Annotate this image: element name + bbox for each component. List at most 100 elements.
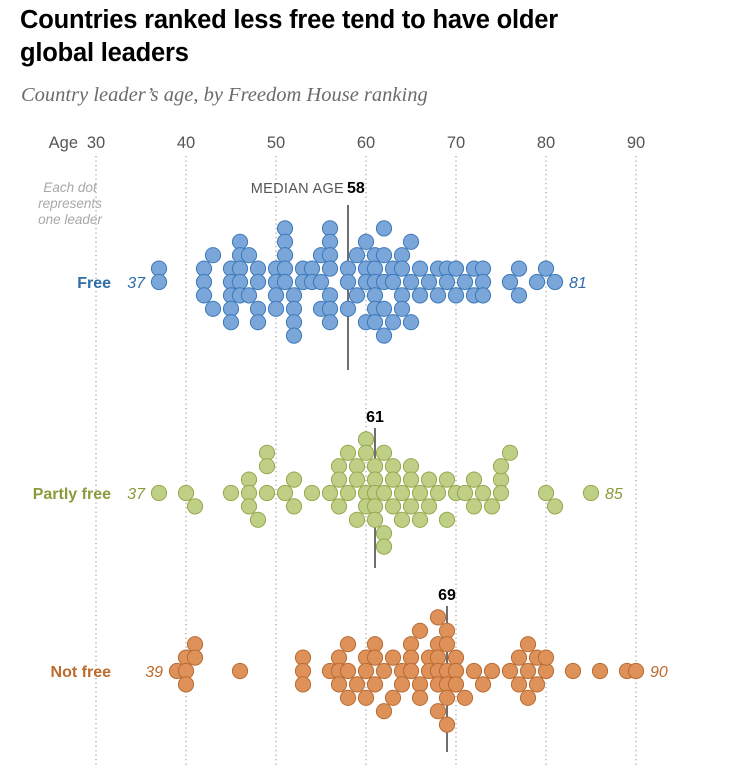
dot-0-68: [375, 300, 393, 317]
dot-2-66: [537, 649, 555, 666]
dot-0-81: [411, 287, 429, 304]
chart-title-line2: global leaders: [20, 39, 189, 67]
dot-0-97: [510, 287, 528, 304]
dot-2-6: [231, 662, 249, 680]
dot-1-33: [375, 444, 393, 461]
dot-0-17: [240, 247, 258, 264]
dot-2-60: [519, 636, 537, 653]
dot-1-25: [357, 444, 375, 461]
series-partly-free: 61 Partly free 37 85: [33, 409, 623, 568]
dot-2-5: [186, 649, 204, 666]
dot-0-72: [384, 314, 402, 331]
dot-1-10: [258, 484, 276, 502]
dot-1-43: [402, 471, 420, 488]
series-not-free: 69 Not free 39 90: [51, 587, 668, 752]
dot-1-41: [393, 511, 411, 528]
row-label-1: Partly free: [33, 486, 111, 503]
dot-1-54: [465, 471, 483, 488]
dot-2-25: [375, 703, 393, 720]
dot-0-99: [537, 260, 555, 277]
dot-1-60: [492, 458, 510, 475]
dot-0-74: [393, 260, 411, 277]
dot-2-49: [438, 716, 456, 733]
dot-1-15: [321, 484, 339, 502]
dot-0-11: [222, 314, 240, 331]
dot-0-41: [312, 273, 330, 291]
dot-2-67: [564, 662, 582, 680]
series-free: MEDIAN AGE 58 Free 37 81: [77, 180, 587, 370]
dot-2-54: [465, 662, 483, 680]
dot-0-79: [402, 314, 420, 331]
dot-1-63: [546, 498, 564, 515]
x-axis-label: Age: [49, 134, 78, 152]
dot-0-49: [321, 314, 339, 331]
dot-1-17: [330, 471, 348, 488]
dot-1-3: [222, 484, 240, 502]
dot-1-7: [249, 511, 267, 528]
chart-title: Countries ranked less free tend to have …: [20, 4, 720, 70]
dot-2-27: [384, 689, 402, 706]
dot-1-61: [501, 444, 519, 461]
dot-1-32: [366, 511, 384, 528]
dot-2-70: [627, 662, 645, 680]
chart-title-line1: Countries ranked less free tend to have …: [20, 6, 558, 34]
dot-2-16: [339, 689, 357, 706]
dot-0-5: [204, 247, 222, 264]
dot-2-56: [483, 662, 501, 680]
dot-2-29: [393, 676, 411, 693]
dot-1-38: [384, 471, 402, 488]
dot-2-64: [528, 676, 546, 693]
dot-0-98: [528, 273, 546, 291]
dot-1-36: [375, 538, 393, 555]
dot-1-11: [276, 484, 294, 502]
dot-2-17: [348, 676, 366, 693]
dot-2-35: [411, 689, 429, 706]
dot-1-14: [303, 484, 321, 502]
dot-2-20: [357, 689, 375, 706]
dot-2-58: [510, 649, 528, 666]
dot-0-35: [285, 327, 303, 344]
dot-0-20: [249, 273, 267, 291]
dot-0-64: [366, 314, 384, 331]
median-age-label: MEDIAN AGE: [251, 181, 344, 197]
dot-1-47: [420, 471, 438, 488]
dot-0-65: [375, 220, 393, 237]
median-value-1: 61: [366, 409, 384, 426]
dot-0-95: [501, 273, 519, 291]
dot-2-3: [177, 676, 195, 693]
dot-0-18: [240, 287, 258, 304]
dot-2-52: [447, 676, 465, 693]
dot-1-62: [537, 484, 555, 502]
dot-2-38: [429, 609, 447, 626]
dot-1-0: [150, 484, 168, 502]
dot-0-84: [429, 287, 447, 304]
dot-0-4: [195, 287, 213, 304]
dot-2-48: [438, 689, 456, 706]
x-tick-label-30: 30: [87, 134, 105, 152]
dot-1-46: [411, 511, 429, 528]
dot-0-51: [339, 273, 357, 291]
dot-1-56: [474, 484, 492, 502]
x-tick-label-60: 60: [357, 134, 375, 152]
dot-1-23: [348, 511, 366, 528]
dot-0-77: [402, 233, 420, 250]
dot-2-9: [294, 676, 312, 693]
dot-0-86: [438, 273, 456, 291]
dot-2-43: [429, 703, 447, 720]
dot-1-6: [240, 498, 258, 515]
dot-1-9: [258, 458, 276, 475]
dot-2-15: [339, 662, 357, 680]
dot-2-19: [357, 662, 375, 680]
dot-2-32: [402, 662, 420, 680]
dot-1-50: [438, 471, 456, 488]
dot-1-34: [375, 484, 393, 502]
annotation-line-2: represents: [38, 196, 102, 211]
dot-0-87: [447, 260, 465, 277]
dot-0-80: [411, 260, 429, 277]
dot-0-69: [375, 327, 393, 344]
dot-2-14: [339, 636, 357, 653]
dot-0-78: [402, 273, 420, 291]
max-age-label-2: 90: [650, 664, 668, 681]
dot-0-54: [348, 287, 366, 304]
